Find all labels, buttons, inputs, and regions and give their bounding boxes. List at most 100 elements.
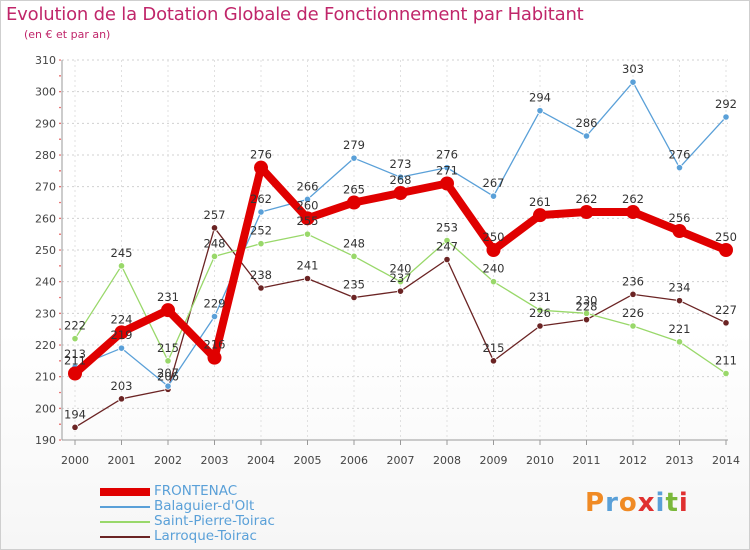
data-label: 227 xyxy=(715,303,737,317)
data-point xyxy=(486,243,501,257)
data-label: 224 xyxy=(111,312,133,326)
y-axis-dot xyxy=(59,439,61,441)
y-axis-dot xyxy=(59,185,61,188)
data-label: 260 xyxy=(297,198,319,212)
y-tick-label: 280 xyxy=(35,149,56,162)
data-point xyxy=(443,164,451,172)
y-tick-label: 270 xyxy=(35,181,56,194)
legend-swatch xyxy=(100,488,150,496)
data-point xyxy=(443,255,451,264)
y-tick-label: 250 xyxy=(35,244,56,257)
data-point xyxy=(161,303,175,318)
data-point xyxy=(347,195,361,210)
data-label: 231 xyxy=(157,290,179,304)
data-point xyxy=(257,240,265,248)
y-axis-dot xyxy=(59,249,61,251)
data-label: 252 xyxy=(250,224,272,238)
data-label: 262 xyxy=(576,192,598,206)
data-point xyxy=(489,278,498,286)
x-tick-label: 2011 xyxy=(573,454,601,467)
data-label: 237 xyxy=(390,271,412,285)
data-label: 292 xyxy=(715,97,737,111)
data-point xyxy=(719,243,733,257)
legend-swatch xyxy=(100,506,150,508)
data-label: 228 xyxy=(576,300,598,314)
y-axis-dot xyxy=(59,122,61,125)
data-label: 271 xyxy=(436,164,458,178)
data-label: 235 xyxy=(343,278,365,292)
y-tick-label: 210 xyxy=(35,371,56,384)
data-point xyxy=(626,205,640,219)
data-point xyxy=(582,132,591,140)
data-point xyxy=(582,309,591,317)
data-label: 294 xyxy=(529,91,551,105)
data-point xyxy=(396,278,405,286)
data-label: 221 xyxy=(669,322,691,336)
logo-letter: x xyxy=(637,488,656,518)
series-line xyxy=(74,227,727,428)
logo-letter: i xyxy=(678,488,689,518)
data-point xyxy=(722,113,730,121)
data-point xyxy=(117,262,126,270)
y-axis-dot xyxy=(59,59,61,61)
data-point xyxy=(489,357,498,365)
data-label: 276 xyxy=(436,148,458,162)
y-axis-dot xyxy=(59,280,61,283)
y-axis-dot xyxy=(59,170,61,172)
data-label: 226 xyxy=(622,306,644,320)
legend-swatch xyxy=(100,536,150,538)
data-point xyxy=(117,344,126,352)
data-label: 303 xyxy=(622,62,644,76)
y-tick-label: 310 xyxy=(35,54,56,67)
data-label: 216 xyxy=(204,338,226,352)
data-label: 248 xyxy=(204,236,226,250)
y-tick-label: 240 xyxy=(35,276,56,289)
data-label: 262 xyxy=(622,192,644,206)
data-point xyxy=(254,160,268,175)
data-point xyxy=(536,322,544,330)
x-tick-label: 2007 xyxy=(387,454,415,467)
data-label: 230 xyxy=(576,293,598,307)
data-point xyxy=(675,338,684,346)
y-axis-dot xyxy=(59,217,61,220)
data-label: 215 xyxy=(483,341,505,355)
y-tick-label: 200 xyxy=(35,402,56,415)
x-tick-label: 2000 xyxy=(61,454,89,467)
data-label: 215 xyxy=(157,341,179,355)
data-label: 255 xyxy=(297,214,319,228)
y-axis-dot xyxy=(59,90,61,93)
legend-label: Saint-Pierre-Toirac xyxy=(154,513,275,529)
legend-label: Larroque-Toirac xyxy=(154,528,257,544)
data-point xyxy=(117,395,126,403)
data-label: 219 xyxy=(111,328,133,342)
data-label: 250 xyxy=(483,230,505,244)
data-labels: 211 224 231 216 276 260 265 268 271 250 261 262 262 2… xyxy=(64,62,737,421)
y-axis-dot xyxy=(59,138,61,140)
x-tick-label: 2009 xyxy=(480,454,508,467)
x-tick-label: 2002 xyxy=(154,454,182,467)
data-point xyxy=(579,205,594,219)
x-tick-label: 2004 xyxy=(247,454,275,467)
legend-label: Balaguier-d'Olt xyxy=(154,498,255,514)
data-label: 241 xyxy=(297,259,319,273)
x-tick-label: 2001 xyxy=(108,454,136,467)
data-point xyxy=(629,78,637,86)
data-label: 276 xyxy=(250,148,272,162)
data-label: 250 xyxy=(715,230,737,244)
axes: 190 200 210 220 230 240 250 260 270 280 290 300 310 2… xyxy=(35,54,740,467)
data-label: 257 xyxy=(204,208,226,222)
data-label: 234 xyxy=(669,281,691,295)
logo-letter: o xyxy=(618,488,638,518)
data-point xyxy=(629,322,637,330)
data-point xyxy=(533,208,547,223)
data-label: 211 xyxy=(64,354,86,368)
data-point xyxy=(396,287,405,295)
data-label: 256 xyxy=(669,211,691,225)
y-axis-dot xyxy=(59,201,61,204)
data-label: 276 xyxy=(669,148,691,162)
data-point xyxy=(675,297,684,305)
data-point xyxy=(257,284,265,292)
data-label: 222 xyxy=(64,319,86,333)
grid-lines xyxy=(62,59,728,441)
y-axis-dot xyxy=(59,360,61,362)
